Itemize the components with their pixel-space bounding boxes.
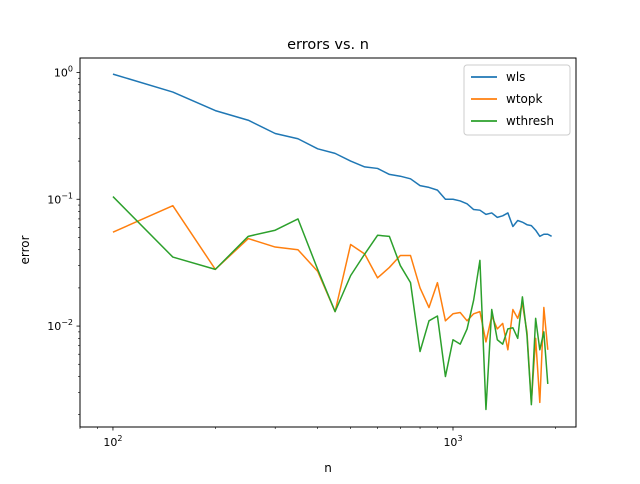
series-line-wtopk — [112, 204, 549, 404]
series-line-wthresh — [112, 196, 549, 411]
legend: wls wtopk wthresh — [463, 64, 571, 136]
legend-label-wtopk: wtopk — [506, 92, 542, 106]
chart-title: errors vs. n — [287, 37, 369, 53]
legend-label-wls: wls — [506, 70, 525, 84]
x-axis-label: n — [324, 461, 332, 475]
legend-box — [463, 64, 571, 136]
legend-label-wthresh: wthresh — [506, 114, 554, 128]
y-axis-label: error — [18, 235, 32, 264]
axes-frame — [79, 57, 577, 428]
series-layer — [112, 73, 552, 411]
series-line-wls — [112, 73, 552, 238]
